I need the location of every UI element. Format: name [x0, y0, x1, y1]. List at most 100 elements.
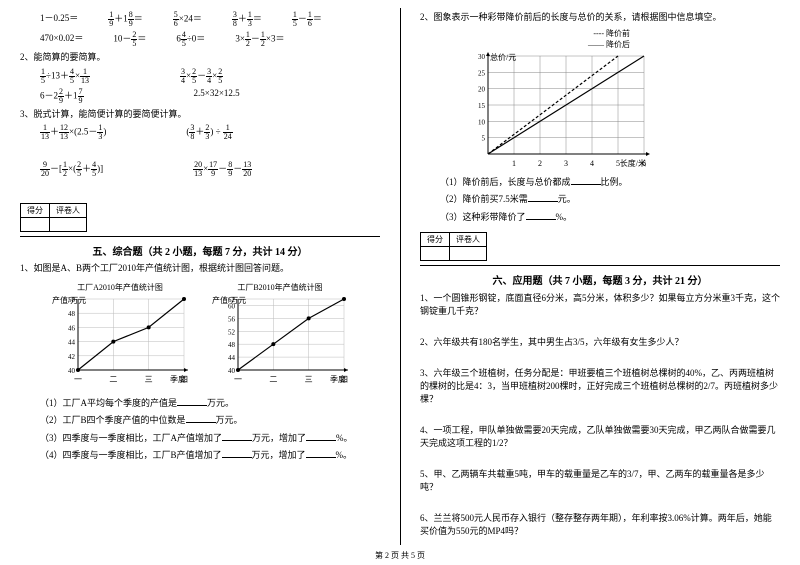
- svg-text:产值/万元: 产值/万元: [52, 295, 86, 305]
- score-cell[interactable]: [21, 218, 50, 232]
- svg-text:44: 44: [228, 354, 236, 362]
- q5-1: 1、如图是A、B两个工厂2010年产值统计图，根据统计图回答问题。: [20, 262, 380, 276]
- expr: 38＋13＝: [232, 11, 262, 28]
- app-2: 2、六年级共有180名学生，其中男生占3/5，六年级有女生多少人？: [420, 335, 780, 348]
- chart-b-svg: 40444852566062一二三四产值/万元季度: [210, 293, 350, 388]
- section6-header: 得分评卷人: [420, 232, 780, 261]
- grader-cell[interactable]: [50, 218, 87, 232]
- page-footer: 第 2 页 共 5 页: [0, 550, 800, 561]
- svg-text:42: 42: [68, 352, 76, 360]
- section5-title: 五、综合题（共 2 小题，每题 7 分，共计 14 分）: [20, 243, 380, 258]
- q2-row1: 15÷13＋45×113 34×25－34×25: [40, 68, 380, 85]
- expr: (38＋23) ÷ 124: [186, 124, 232, 141]
- svg-text:40: 40: [68, 367, 76, 375]
- app-6: 6、兰兰将500元人民币存入银行（整存整存两年期），年利率按3.06%计算。两年…: [420, 511, 780, 537]
- chart-a: 工厂A2010年产值统计图 404244464850一二三四产值/万元季度: [50, 282, 190, 390]
- legend-before: ---- 降价前: [593, 29, 630, 38]
- score-box: 得分评卷人: [20, 203, 87, 232]
- svg-text:2: 2: [538, 159, 542, 168]
- svg-text:46: 46: [68, 324, 76, 332]
- section5-header: 得分评卷人: [20, 203, 380, 232]
- expr: 2013×179－89－1320: [193, 161, 252, 178]
- expr: 3×12－12×3＝: [235, 31, 284, 48]
- r-q2-s1: （1）降价前后，长度与总价都成比例。: [440, 175, 780, 190]
- svg-text:三: 三: [145, 375, 153, 384]
- expr: 15÷13＋45×113: [40, 68, 90, 85]
- expr: 56×24＝: [173, 11, 202, 28]
- r-q2-s2: （2）降价前买7.5米需元。: [440, 192, 780, 207]
- svg-text:25: 25: [478, 69, 486, 77]
- r-q2-s3: （3）这种彩带降价了%。: [440, 210, 780, 225]
- expr: 19＋189＝: [108, 11, 143, 28]
- app-4: 4、一项工程，甲队单独做需要20天完成，乙队单独做需要30天完成，甲乙两队合做需…: [420, 423, 780, 449]
- chart-b: 工厂B2010年产值统计图 40444852566062一二三四产值/万元季度: [210, 282, 350, 390]
- right-column: 2、图象表示一种彩带降价前后的长度与总价的关系，请根据图中信息填空。 ---- …: [400, 0, 800, 545]
- chart-a-title: 工厂A2010年产值统计图: [50, 282, 190, 293]
- chart2-wrap: ---- 降价前 —— 降价后 12345651015202530总价/元长度/…: [460, 28, 780, 172]
- svg-text:季度: 季度: [170, 374, 186, 384]
- q5-sub4: （4）四季度与一季度相比，工厂B产值增加了万元，增加了%。: [40, 448, 380, 463]
- score-label: 得分: [21, 204, 50, 218]
- svg-text:一: 一: [234, 375, 242, 384]
- expr: 1－0.25＝: [40, 11, 78, 28]
- svg-text:长度/米: 长度/米: [620, 158, 646, 168]
- svg-text:4: 4: [590, 159, 594, 168]
- grader-cell[interactable]: [450, 247, 487, 261]
- expr: 15－16＝: [292, 11, 322, 28]
- r-q2-sub: （1）降价前后，长度与总价都成比例。 （2）降价前买7.5米需元。 （3）这种彩…: [440, 175, 780, 225]
- expr: 920－[12×(25＋45)]: [40, 161, 103, 178]
- calc-row-2: 470×0.02＝ 10－25＝ 645÷0＝ 3×12－12×3＝: [40, 31, 380, 48]
- section6-title: 六、应用题（共 7 小题，每题 3 分，共计 21 分）: [420, 272, 780, 287]
- expr: 6－229＋179: [40, 88, 84, 105]
- chart-b-title: 工厂B2010年产值统计图: [210, 282, 350, 293]
- grader-label: 评卷人: [450, 233, 487, 247]
- svg-text:15: 15: [478, 102, 486, 110]
- svg-text:季度: 季度: [330, 374, 346, 384]
- grader-label: 评卷人: [50, 204, 87, 218]
- app-5: 5、甲、乙两辆车共载重5吨，甲车的载重量是乙车的3/7，甲、乙两车的载重量各是多…: [420, 467, 780, 493]
- chart2-legend: ---- 降价前 —— 降价后: [460, 28, 630, 50]
- svg-text:三: 三: [305, 375, 313, 384]
- q5-sub3: （3）四季度与一季度相比，工厂A产值增加了万元，增加了%。: [40, 431, 380, 446]
- expr: 113＋1213×(2.5－13): [40, 124, 106, 141]
- svg-text:48: 48: [228, 341, 236, 349]
- q3-row1: 113＋1213×(2.5－13) (38＋23) ÷ 124: [40, 124, 380, 141]
- chart-a-svg: 404244464850一二三四产值/万元季度: [50, 293, 190, 388]
- expr: 470×0.02＝: [40, 31, 83, 48]
- svg-text:5: 5: [482, 134, 486, 142]
- svg-text:1: 1: [512, 159, 516, 168]
- svg-text:10: 10: [478, 118, 486, 126]
- svg-text:一: 一: [74, 375, 82, 384]
- app-3: 3、六年级三个班植树，任务分配是：甲班要植三个班植树总棵树的40%，乙、丙两班植…: [420, 366, 780, 405]
- svg-text:44: 44: [68, 338, 76, 346]
- q5-sub: （1）工厂A平均每个季度的产值是万元。 （2）工厂B四个季度产值的中位数是万元。…: [40, 396, 380, 463]
- app-1: 1、一个圆锥形钢锭，底面直径6分米，高5分米，体积多少？如果每立方分米重3千克，…: [420, 291, 780, 317]
- svg-text:52: 52: [228, 328, 236, 336]
- q2-row2: 6－229＋179 2.5×32×12.5: [40, 88, 380, 105]
- svg-text:3: 3: [564, 159, 568, 168]
- q2-label: 2、能简算的要简算。: [20, 51, 380, 65]
- expr: 645÷0＝: [176, 31, 205, 48]
- q3-label: 3、脱式计算，能简便计算的要简便计算。: [20, 108, 380, 122]
- svg-text:40: 40: [228, 367, 236, 375]
- svg-text:48: 48: [68, 310, 76, 318]
- r-q2: 2、图象表示一种彩带降价前后的长度与总价的关系，请根据图中信息填空。: [420, 11, 780, 25]
- expr: 34×25－34×25: [180, 68, 223, 85]
- charts-wrap: 工厂A2010年产值统计图 404244464850一二三四产值/万元季度 工厂…: [50, 282, 380, 390]
- left-column: 1－0.25＝ 19＋189＝ 56×24＝ 38＋13＝ 15－16＝ 470…: [0, 0, 400, 545]
- score-label: 得分: [421, 233, 450, 247]
- svg-text:30: 30: [478, 53, 486, 61]
- expr: 10－25＝: [113, 31, 146, 48]
- chart2-svg: 12345651015202530总价/元长度/米: [460, 50, 650, 170]
- svg-text:二: 二: [269, 375, 277, 384]
- svg-text:总价/元: 总价/元: [490, 52, 516, 62]
- svg-text:20: 20: [478, 85, 486, 93]
- score-cell[interactable]: [421, 247, 450, 261]
- q5-sub1: （1）工厂A平均每个季度的产值是万元。: [40, 396, 380, 411]
- q3-row2: 920－[12×(25＋45)] 2013×179－89－1320: [40, 161, 380, 178]
- svg-text:产值/万元: 产值/万元: [212, 295, 246, 305]
- expr: 2.5×32×12.5: [194, 88, 240, 105]
- legend-after: —— 降价后: [588, 40, 630, 49]
- score-box-6: 得分评卷人: [420, 232, 487, 261]
- q5-sub2: （2）工厂B四个季度产值的中位数是万元。: [40, 413, 380, 428]
